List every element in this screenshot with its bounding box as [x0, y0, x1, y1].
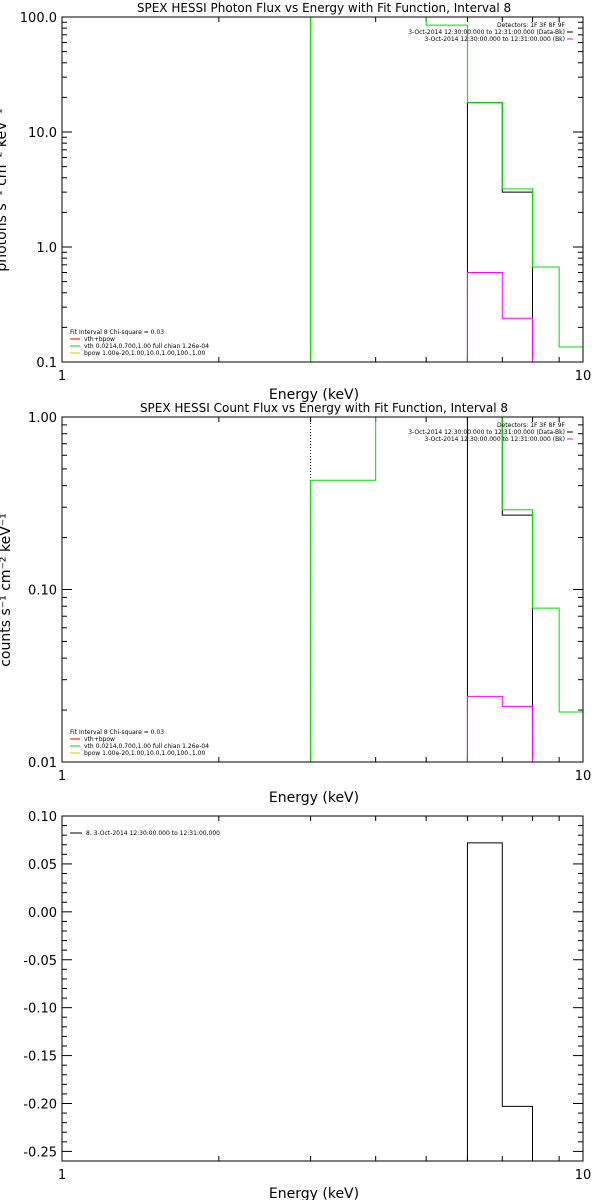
resid-y-tick-label: -0.05	[23, 954, 57, 969]
count-x-tick-label: 1	[58, 769, 66, 784]
count-flux-ylabel: counts s⁻¹ cm⁻² keV⁻¹	[0, 513, 14, 667]
resid-y-tick-label: 0.00	[28, 906, 57, 921]
count-series-background-line	[466, 695, 534, 762]
count-legend-bottom-entry: vth+bpow	[84, 736, 115, 743]
photon-legend-top-entry: Detectors: 1F 3F 8F 9F	[497, 22, 566, 29]
photon-flux-panel: SPEX HESSI Photon Flux vs Energy with Fi…	[0, 1, 591, 403]
resid-y-tick-label: -0.15	[23, 1050, 57, 1065]
count-x-tick-label: 10	[575, 769, 592, 784]
photon-flux-frame	[61, 16, 584, 363]
photon-legend-top-entry: 3-Oct-2014 12:30:00.000 to 12:31:00.000 …	[408, 29, 565, 36]
count-y-tick-label: 1.00	[28, 411, 57, 426]
photon-y-tick-label: 100.0	[20, 11, 57, 26]
photon-x-tick-label: 1	[58, 369, 66, 384]
count-legend-top-entry: Detectors: 1F 3F 8F 9F	[497, 422, 566, 429]
count-flux-xlabel: Energy (keV)	[269, 790, 359, 806]
count-flux-frame	[61, 416, 584, 763]
resid-series-data-line	[466, 842, 534, 1161]
resid-y-tick-label: 0.05	[28, 858, 57, 873]
photon-legend-bottom-entry: Fit Interval 8 Chi-square = 0.03	[70, 329, 164, 336]
count-series-model-line	[310, 416, 584, 762]
photon-series-background-line	[466, 272, 534, 362]
count-y-tick-label: 0.01	[28, 756, 57, 771]
photon-legend-bottom-entry: vth 0.0214,0.700,1.00 full chian 1.26e-0…	[84, 343, 209, 350]
residuals-frame	[61, 815, 584, 1162]
photon-y-tick-label: 0.1	[36, 356, 57, 371]
photon-series-model-line	[310, 16, 584, 362]
photon-series-data-line	[466, 102, 534, 362]
count-flux-title: SPEX HESSI Count Flux vs Energy with Fit…	[140, 401, 508, 415]
residuals-xlabel: Energy (keV)	[269, 1186, 359, 1200]
resid-y-tick-label: 0.10	[28, 810, 57, 825]
photon-legend-top-entry: 3-Oct-2014 12:30:00.000 to 12:31:00.000 …	[425, 36, 566, 43]
resid-x-tick-label: 10	[575, 1168, 592, 1183]
count-y-tick-label: 0.10	[28, 584, 57, 599]
residuals-panel: 1 10 0.10 0.05 0.00 -0.05 -0.10 -0.15 -0.20 -0.25…	[23, 810, 591, 1200]
count-legend-top-entry: 3-Oct-2014 12:30:00.000 to 12:31:00.000 …	[408, 429, 565, 436]
resid-x-tick-label: 1	[58, 1168, 66, 1183]
photon-x-tick-label: 10	[575, 369, 592, 384]
photon-flux-ylabel: photons s⁻¹ cm⁻² keV⁻¹	[0, 108, 10, 271]
resid-y-tick-label: -0.10	[23, 1002, 57, 1017]
count-legend-bottom-entry: bpow 1.00e-20,1.00,10.0,1.00,100.,1.00	[84, 750, 205, 757]
photon-y-tick-label: 10.0	[28, 126, 57, 141]
photon-y-tick-label: 1.0	[36, 241, 57, 256]
count-series-data-line	[466, 416, 534, 762]
count-legend-top-entry: 3-Oct-2014 12:30:00.000 to 12:31:00.000 …	[425, 436, 566, 443]
photon-legend-bottom-entry: bpow 1.00e-20,1.00,10.0,1.00,100.,1.00	[84, 350, 205, 357]
count-flux-panel: SPEX HESSI Count Flux vs Energy with Fit…	[0, 401, 591, 806]
photon-legend-bottom-entry: vth+bpow	[84, 336, 115, 343]
count-legend-bottom-entry: Fit Interval 8 Chi-square = 0.03	[70, 729, 164, 736]
photon-flux-xlabel: Energy (keV)	[269, 387, 359, 403]
count-legend-bottom-entry: vth 0.0214,0.700,1.00 full chian 1.26e-0…	[84, 743, 209, 750]
resid-y-tick-label: -0.20	[23, 1098, 57, 1113]
photon-flux-title: SPEX HESSI Photon Flux vs Energy with Fi…	[137, 1, 511, 15]
resid-y-tick-label: -0.25	[23, 1145, 57, 1160]
resid-legend-left-entry: 8. 3-Oct-2014 12:30:00.000 to 12:31:00.0…	[86, 830, 220, 837]
